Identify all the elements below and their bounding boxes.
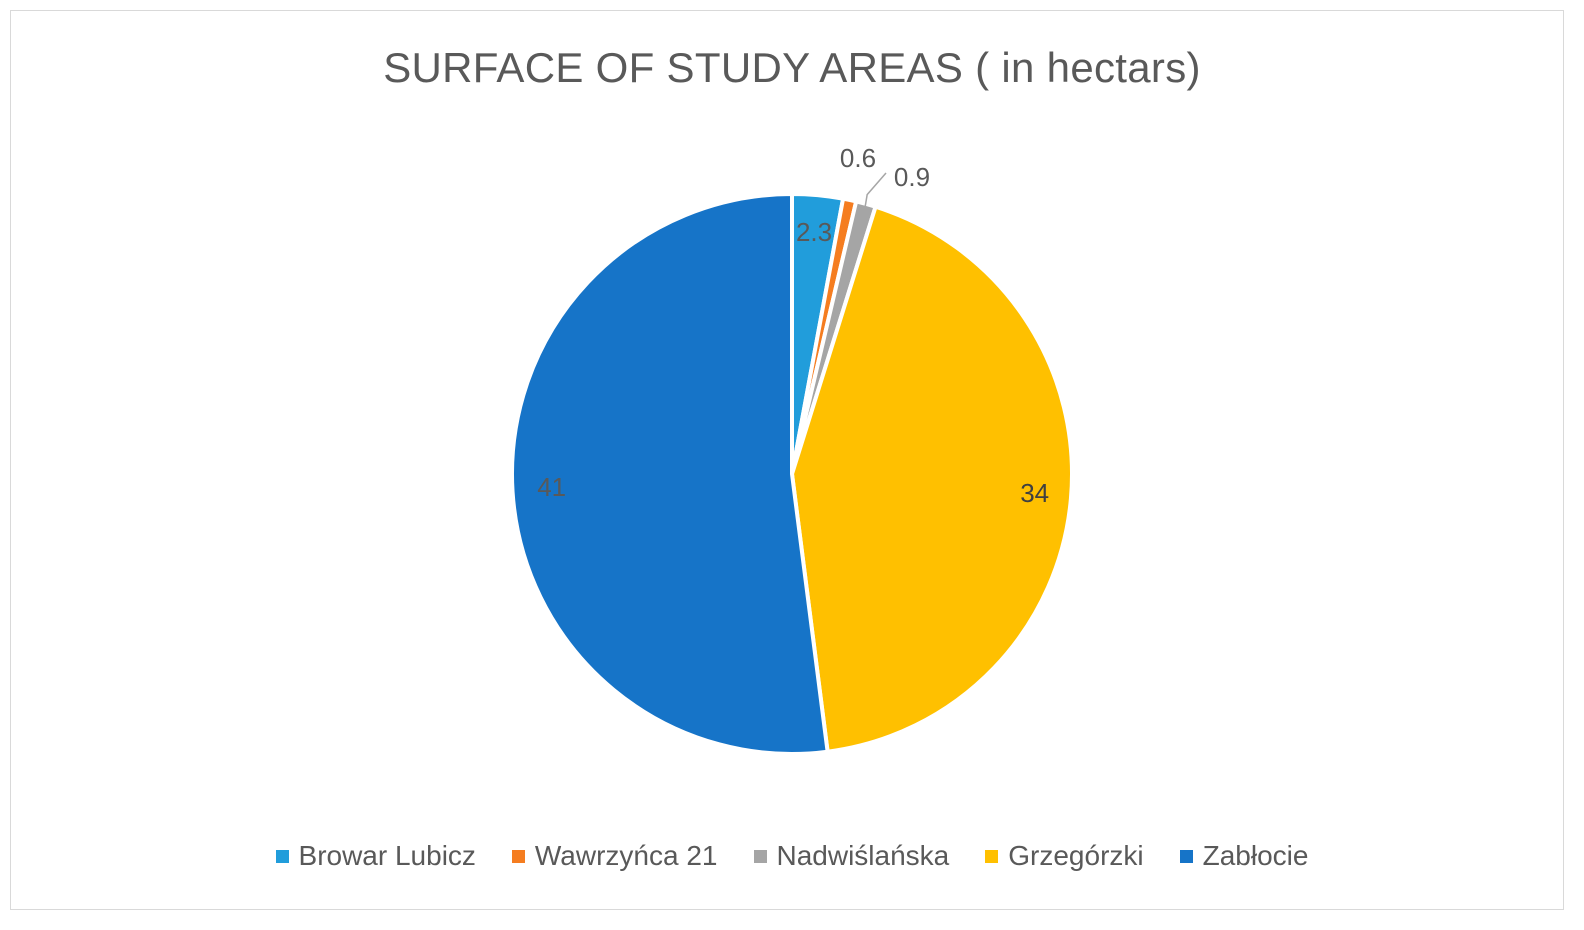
legend-swatch — [753, 849, 767, 863]
legend-item-wawrzynca-21: Wawrzyńca 21 — [511, 840, 718, 872]
legend-swatch — [511, 849, 525, 863]
legend-label: Zabłocie — [1202, 840, 1309, 871]
legend-swatch — [985, 849, 999, 863]
legend-label: Browar Lubicz — [298, 840, 476, 871]
chart-title: SURFACE OF STUDY AREAS ( in hectars) — [383, 44, 1201, 91]
legend: Browar Lubicz Wawrzyńca 21 Nadwiślańska Grz… — [0, 840, 1584, 872]
legend-item-grzegorzki: Grzegórzki — [985, 840, 1144, 872]
data-label-wawrzynca-21: 0.6 — [840, 143, 876, 173]
data-label-browar-lubicz: 2.3 — [796, 217, 832, 247]
legend-swatch — [1179, 849, 1193, 863]
legend-label: Grzegórzki — [1008, 840, 1144, 871]
legend-label: Nadwiślańska — [776, 840, 950, 871]
leader-line-nadwislanska — [864, 172, 887, 207]
data-label-zablocie: 41 — [537, 472, 566, 502]
legend-label: Wawrzyńca 21 — [534, 840, 718, 871]
legend-item-nadwislanska: Nadwiślańska — [753, 840, 950, 872]
data-label-grzegorzki: 34 — [1020, 478, 1049, 508]
legend-swatch — [275, 849, 289, 863]
data-label-nadwislanska: 0.9 — [894, 162, 930, 192]
pie-slice-grzegorzki — [790, 204, 1074, 754]
pie-slice-zablocie — [510, 192, 830, 756]
legend-item-browar-lubicz: Browar Lubicz — [275, 840, 476, 872]
legend-item-zablocie: Zabłocie — [1179, 840, 1309, 872]
